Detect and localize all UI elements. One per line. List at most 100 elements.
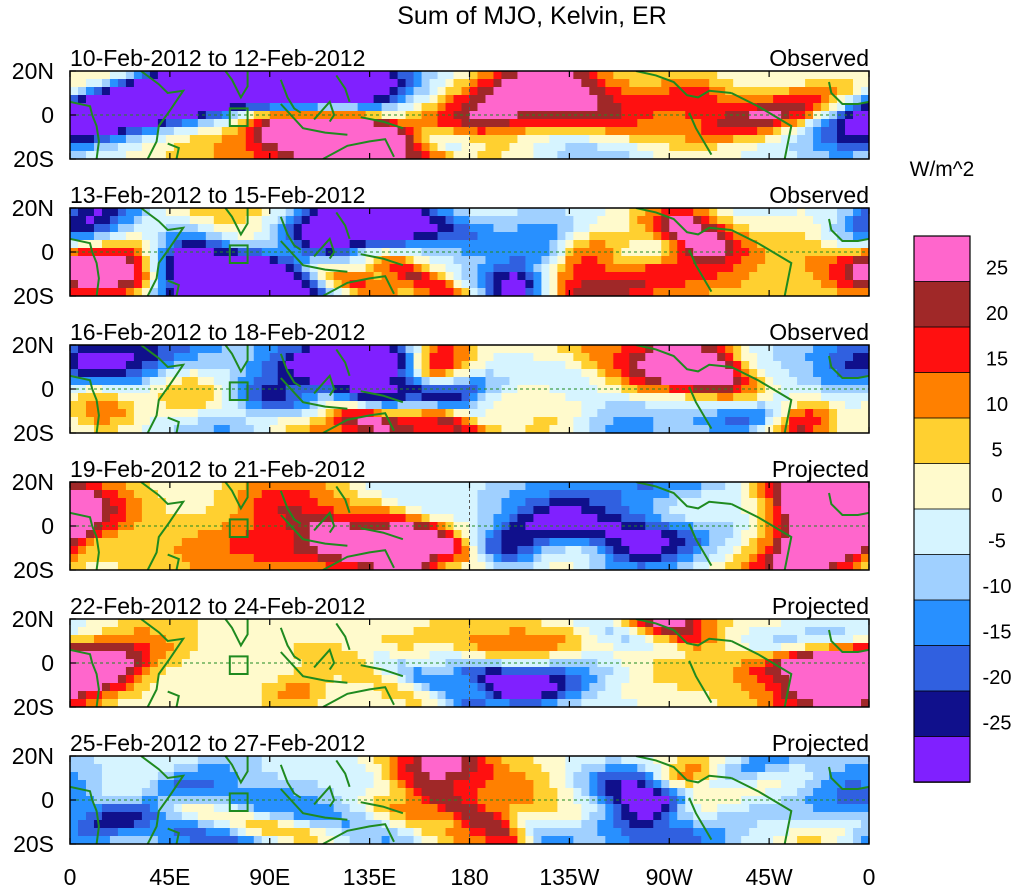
heat-cell <box>693 643 702 652</box>
heat-cell <box>301 417 311 426</box>
heat-cell <box>701 643 710 652</box>
heat-cell <box>749 143 758 152</box>
heat-cell <box>301 498 311 507</box>
heat-cell <box>253 514 263 523</box>
heat-cell <box>261 417 271 426</box>
heat-cell <box>453 151 463 159</box>
heat-cell <box>781 216 790 225</box>
heat-cell <box>221 643 231 652</box>
heat-cell <box>469 103 479 112</box>
heat-cell <box>573 345 582 354</box>
heat-cell <box>677 635 686 644</box>
heat-cell <box>205 417 215 426</box>
heat-cell <box>149 514 159 523</box>
heat-cell <box>589 127 598 136</box>
heat-cell <box>581 119 590 128</box>
heat-cell <box>757 530 766 539</box>
heat-cell <box>789 506 798 515</box>
heat-cell <box>125 103 135 112</box>
heat-cell <box>70 643 79 652</box>
heat-cell <box>413 143 423 152</box>
heat-cell <box>533 103 543 112</box>
heat-cell <box>765 514 774 523</box>
heat-cell <box>453 240 463 249</box>
heat-cell <box>605 151 614 159</box>
heat-cell <box>357 95 367 104</box>
heat-cell <box>469 361 479 370</box>
heat-cell <box>605 288 614 296</box>
heat-cell <box>125 280 135 289</box>
heat-cell <box>813 240 822 249</box>
heat-cell <box>573 498 582 507</box>
heat-cell <box>357 345 367 354</box>
heat-cell <box>525 530 535 539</box>
heat-cell <box>445 514 455 523</box>
heat-cell <box>645 135 654 144</box>
heat-cell <box>285 619 295 628</box>
heat-cell <box>253 619 263 628</box>
heat-cell <box>245 409 255 418</box>
heat-cell <box>581 417 590 426</box>
heat-cell <box>85 288 95 296</box>
heat-cell <box>333 87 343 96</box>
heat-cell <box>605 522 614 531</box>
heat-cell <box>517 498 527 507</box>
heat-cell <box>789 409 798 418</box>
heat-cell <box>597 514 606 523</box>
heat-cell <box>573 71 582 80</box>
heat-cell <box>141 240 151 249</box>
anomaly-field <box>70 619 869 707</box>
heat-cell <box>725 71 734 80</box>
heat-cell <box>133 417 143 426</box>
heat-cell <box>397 417 407 426</box>
heat-cell <box>581 377 590 386</box>
heat-cell <box>493 135 503 144</box>
heat-cell <box>229 119 239 128</box>
heat-cell <box>261 71 271 80</box>
heat-cell <box>645 514 654 523</box>
heat-cell <box>853 135 862 144</box>
heat-cell <box>109 288 119 296</box>
heat-cell <box>701 151 710 159</box>
heat-cell <box>269 119 279 128</box>
heat-cell <box>589 514 598 523</box>
heat-cell <box>229 425 239 433</box>
heat-cell <box>629 643 638 652</box>
heat-cell <box>125 143 135 152</box>
heat-cell <box>541 143 550 152</box>
heat-cell <box>93 119 103 128</box>
heat-cell <box>805 288 814 296</box>
heat-cell <box>205 345 215 354</box>
heat-cell <box>349 546 359 555</box>
heat-cell <box>677 95 686 104</box>
heat-cell <box>253 401 263 410</box>
heat-cell <box>453 514 463 523</box>
heat-cell <box>221 409 231 418</box>
heat-cell <box>509 256 519 265</box>
heat-cell <box>221 546 231 555</box>
heat-cell <box>517 87 527 96</box>
coastline <box>140 71 186 159</box>
heat-cell <box>845 425 854 433</box>
heat-cell <box>117 240 127 249</box>
heat-cell <box>797 643 806 652</box>
heat-cell <box>597 522 606 531</box>
heat-cell <box>677 482 686 491</box>
heat-cell <box>797 369 806 378</box>
heat-cell <box>237 111 247 120</box>
heat-cell <box>85 232 95 241</box>
heat-cell <box>397 240 407 249</box>
heat-cell <box>197 554 207 563</box>
heat-cell <box>701 288 710 296</box>
heat-cell <box>421 490 431 499</box>
heat-cell <box>117 135 127 144</box>
heat-cell <box>853 369 862 378</box>
heat-cell <box>685 530 694 539</box>
heat-cell <box>533 482 543 491</box>
heat-cell <box>341 288 351 296</box>
heat-cell <box>749 522 758 531</box>
heat-cell <box>701 264 710 273</box>
heat-cell <box>709 143 718 152</box>
heat-cell <box>245 562 255 570</box>
heat-cell <box>797 546 806 555</box>
